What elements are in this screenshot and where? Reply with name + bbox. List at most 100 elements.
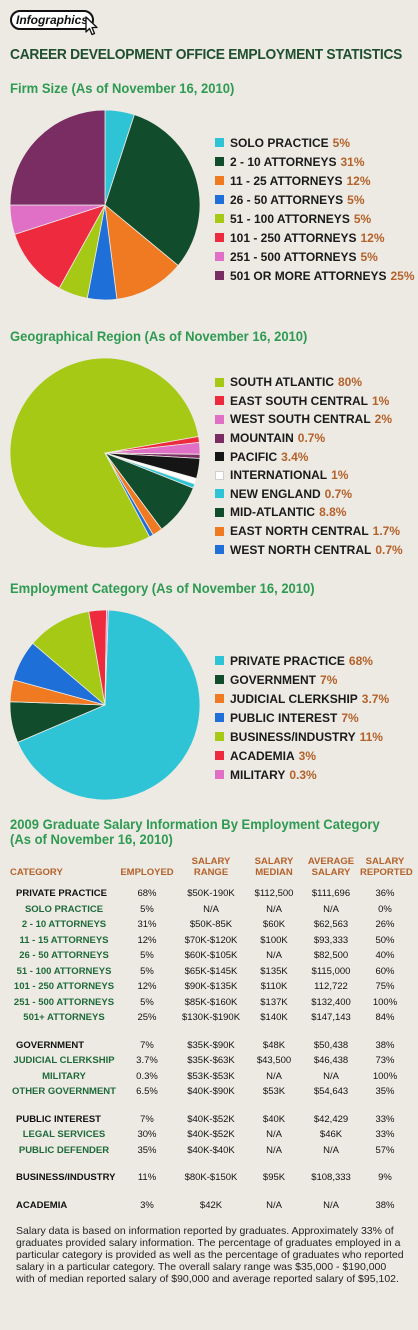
legend-label: WEST SOUTH CENTRAL bbox=[230, 412, 371, 427]
table-row: 2 - 10 ATTORNEYS 31% $50K-85K $60K $62,563 26… bbox=[10, 917, 410, 933]
legend-label: EAST NORTH CENTRAL bbox=[230, 524, 369, 539]
table-cell-category: OTHER GOVERNMENT bbox=[12, 1086, 116, 1097]
table-cell-category: MILITARY bbox=[42, 1070, 86, 1082]
legend-percent: 0.3% bbox=[289, 767, 317, 782]
legend-percent: 5% bbox=[360, 249, 378, 264]
table-cell-salary-range: N/A bbox=[203, 903, 219, 915]
table-cell-employed: 7% bbox=[140, 1113, 154, 1125]
table-cell-category: 251 - 500 ATTORNEYS bbox=[13, 996, 115, 1008]
legend-label: ACADEMIA bbox=[230, 748, 295, 763]
legend-label: BUSINESS/INDUSTRY bbox=[230, 729, 356, 744]
table-cell-salary-range: $90K-$135K bbox=[184, 981, 238, 992]
legend-item-public-interest: PUBLIC INTEREST 7% bbox=[215, 708, 389, 727]
legend-item-pacific: PACIFIC 3.4% bbox=[215, 447, 403, 466]
pie-slice-west-north-central bbox=[104, 452, 154, 538]
table-cell-salary-median: $112,500 bbox=[254, 888, 294, 899]
table-cell-salary-median: $137K bbox=[260, 996, 288, 1008]
table-cell-salary-reported: 100% bbox=[372, 1070, 398, 1082]
table-cell-category: PRIVATE PRACTICE bbox=[16, 888, 107, 899]
legend-swatch bbox=[215, 195, 224, 204]
table-cell-category: ACADEMIA bbox=[16, 1199, 68, 1211]
legend-swatch bbox=[215, 271, 224, 280]
infographics-badge[interactable]: Infographics bbox=[10, 10, 94, 30]
table-row: SOLO PRACTICE 5% N/A N/A N/A 0% bbox=[10, 902, 410, 918]
table-cell-salary-median: N/A bbox=[266, 1199, 282, 1211]
table-cell-salary-median: $110K bbox=[260, 981, 288, 992]
legend-item-government: GOVERNMENT 7% bbox=[215, 670, 389, 689]
legend-label: GOVERNMENT bbox=[230, 672, 317, 687]
legend-swatch bbox=[215, 377, 224, 387]
legend-label: EAST SOUTH CENTRAL bbox=[230, 393, 368, 408]
table-cell-category: SOLO PRACTICE bbox=[24, 903, 104, 915]
table-row: 101 - 250 ATTORNEYS 12% $90K-$135K $110K 112… bbox=[10, 979, 410, 995]
table-cell-average-salary: N/A bbox=[323, 1070, 339, 1082]
table-cell-employed: 7% bbox=[140, 1039, 154, 1051]
legend-swatch bbox=[215, 433, 224, 443]
table-row: PUBLIC DEFENDER 35% $40K-$40K N/A N/A 57% bbox=[10, 1143, 410, 1159]
table-cell-salary-median: $48K bbox=[262, 1039, 286, 1051]
legend-swatch bbox=[215, 138, 224, 147]
legend-percent: 0.7% bbox=[375, 542, 403, 557]
employment-category-pie-chart bbox=[10, 610, 200, 800]
pie-slice-11-25-attorneys bbox=[104, 204, 179, 300]
table-cell-average-salary: $46K bbox=[319, 1129, 343, 1140]
legend-swatch bbox=[215, 157, 224, 166]
legend-label: 11 - 25 ATTORNEYS bbox=[230, 173, 343, 188]
table-spacer-row bbox=[10, 1158, 410, 1170]
legend-swatch bbox=[215, 507, 224, 517]
legend-percent: 7% bbox=[341, 710, 359, 725]
table-cell-salary-range: $80K-$150K bbox=[184, 1172, 238, 1183]
geo-region-legend: SOUTH ATLANTIC 80% EAST SOUTH CENTRAL 1% WES… bbox=[215, 373, 403, 559]
table-cell-salary-reported: 60% bbox=[375, 965, 395, 977]
firm-size-title: Firm Size (As of November 16, 2010) bbox=[10, 80, 235, 96]
legend-item-judicial-clerkship: JUDICIAL CLERKSHIP 3.7% bbox=[215, 689, 389, 708]
table-cell-salary-reported: 26% bbox=[375, 919, 395, 930]
legend-label: 101 - 250 ATTORNEYS bbox=[230, 230, 357, 245]
employment-category-legend: PRIVATE PRACTICE 68% GOVERNMENT 7% JUDICIAL … bbox=[215, 651, 389, 784]
table-cell-employed: 5% bbox=[140, 950, 154, 961]
table-spacer-row bbox=[10, 1186, 410, 1198]
table-cell-salary-range: $70K-$120K bbox=[184, 934, 238, 946]
column-header-salary-reported: SALARY REPORTED bbox=[360, 856, 413, 878]
table-cell-category: PUBLIC INTEREST bbox=[16, 1113, 101, 1125]
table-cell-average-salary: $147,143 bbox=[311, 1012, 351, 1023]
table-row: 51 - 100 ATTORNEYS 5% $65K-$145K $135K $115,… bbox=[10, 964, 410, 980]
legend-swatch bbox=[215, 694, 224, 703]
table-row: BUSINESS/INDUSTRY 11% $80K-$150K $95K $108,3… bbox=[10, 1170, 410, 1186]
column-header-employed: EMPLOYED bbox=[120, 867, 174, 878]
legend-item-mountain: MOUNTAIN 0.7% bbox=[215, 429, 403, 448]
table-cell-salary-reported: 38% bbox=[375, 1199, 395, 1211]
legend-percent: 5% bbox=[353, 211, 372, 226]
table-row: LEGAL SERVICES 30% $40K-$52K N/A $46K 33% bbox=[10, 1127, 410, 1143]
legend-percent: 5% bbox=[332, 135, 351, 150]
table-cell-salary-range: $50K-85K bbox=[189, 919, 233, 930]
legend-swatch bbox=[215, 252, 224, 261]
legend-label: MOUNTAIN bbox=[230, 431, 294, 446]
legend-item-51-100-attorneys: 51 - 100 ATTORNEYS 5% bbox=[215, 209, 415, 228]
table-cell-salary-range: $85K-$160K bbox=[184, 996, 238, 1008]
geo-region-pie-chart bbox=[10, 358, 200, 548]
employment-category-title: Employment Category (As of November 16, … bbox=[10, 580, 315, 596]
table-cell-category: 101 - 250 ATTORNEYS bbox=[13, 981, 115, 992]
legend-label: JUDICIAL CLERKSHIP bbox=[230, 691, 358, 706]
legend-swatch bbox=[215, 233, 224, 242]
legend-percent: 1% bbox=[372, 393, 390, 408]
legend-swatch bbox=[215, 656, 224, 665]
column-header-category: CATEGORY bbox=[10, 867, 63, 878]
table-cell-average-salary: $111,696 bbox=[311, 888, 351, 899]
legend-swatch bbox=[215, 770, 224, 779]
legend-swatch bbox=[215, 545, 224, 555]
legend-percent: 12% bbox=[360, 230, 385, 245]
legend-item-west-south-central: WEST SOUTH CENTRAL 2% bbox=[215, 410, 403, 429]
legend-label: PACIFIC bbox=[230, 449, 278, 464]
legend-item-101-250-attorneys: 101 - 250 ATTORNEYS 12% bbox=[215, 228, 415, 247]
table-cell-salary-range: $60K-$105K bbox=[184, 950, 238, 961]
table-cell-salary-range: $42K bbox=[199, 1199, 223, 1211]
table-cell-average-salary: $62,563 bbox=[313, 919, 349, 930]
table-cell-salary-median: $43,500 bbox=[256, 1055, 292, 1066]
table-cell-category: PUBLIC DEFENDER bbox=[18, 1144, 110, 1156]
legend-percent: 80% bbox=[338, 375, 363, 390]
salary-info-title: 2009 Graduate Salary Information By Empl… bbox=[10, 817, 380, 847]
legend-label: NEW ENGLAND bbox=[230, 486, 321, 501]
legend-label: SOUTH ATLANTIC bbox=[230, 375, 334, 390]
